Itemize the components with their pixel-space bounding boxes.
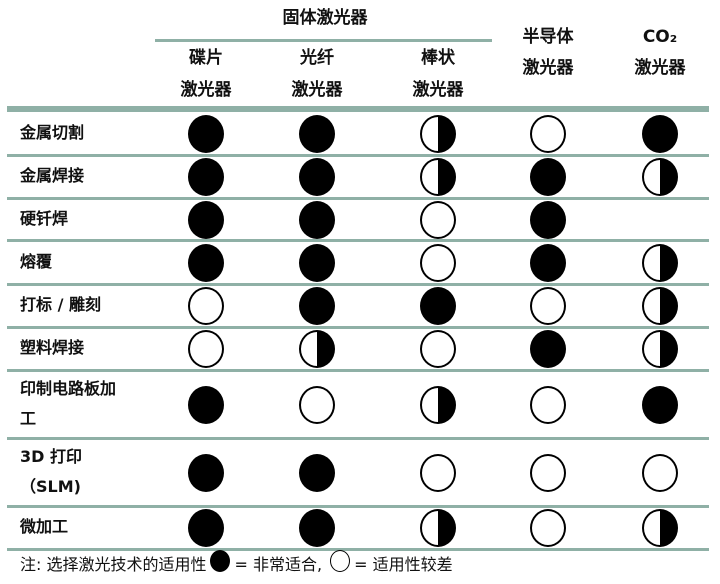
row-label: 打标 / 雕刻 bbox=[20, 295, 101, 314]
half-circle-icon bbox=[420, 385, 456, 424]
legend-empty-text: = 适用性较差 bbox=[354, 555, 453, 574]
filled-circle-icon bbox=[210, 550, 231, 572]
legend-prefix: 注: 选择激光技术的适用性 bbox=[20, 555, 207, 574]
full-circle-icon bbox=[530, 243, 566, 282]
legend-note: 注: 选择激光技术的适用性 = 非常适合, = 适用性较差 bbox=[20, 550, 453, 577]
column-header-3-line1: 棒状 bbox=[421, 48, 455, 68]
header-group-underline bbox=[155, 39, 492, 42]
full-circle-icon bbox=[188, 158, 224, 196]
full-circle-icon bbox=[299, 200, 335, 239]
half-circle-icon bbox=[420, 509, 456, 547]
row-divider bbox=[7, 548, 709, 551]
column-header-3-line2: 激光器 bbox=[412, 80, 464, 100]
header-group-solid-state: 固体激光器 bbox=[282, 8, 368, 28]
full-circle-icon bbox=[420, 287, 456, 325]
row-divider bbox=[7, 437, 709, 440]
column-header-1-line1: 碟片 bbox=[189, 48, 223, 68]
column-header-5-line2: 激光器 bbox=[634, 58, 686, 78]
full-circle-icon bbox=[188, 453, 224, 492]
row-divider bbox=[7, 283, 709, 286]
row-label: 微加工 bbox=[20, 517, 69, 536]
full-circle-icon bbox=[188, 200, 224, 239]
row-label: 印制电路板加 工 bbox=[20, 378, 117, 428]
half-circle-icon bbox=[299, 330, 335, 368]
full-circle-icon bbox=[299, 114, 335, 153]
empty-circle-icon bbox=[530, 287, 566, 325]
full-circle-icon bbox=[530, 330, 566, 368]
full-circle-icon bbox=[642, 114, 678, 153]
row-divider bbox=[7, 369, 709, 372]
full-circle-icon bbox=[299, 509, 335, 547]
empty-circle-icon bbox=[420, 200, 456, 239]
empty-circle-icon bbox=[420, 453, 456, 492]
row-divider bbox=[7, 154, 709, 157]
empty-circle-icon bbox=[642, 453, 678, 492]
full-circle-icon bbox=[530, 158, 566, 196]
column-header-4-line2: 激光器 bbox=[522, 58, 574, 78]
full-circle-icon bbox=[188, 385, 224, 424]
full-circle-icon bbox=[299, 287, 335, 325]
empty-circle-icon bbox=[420, 330, 456, 368]
row-label: 金属切割 bbox=[20, 122, 85, 142]
full-circle-icon bbox=[299, 158, 335, 196]
half-circle-icon bbox=[642, 287, 678, 325]
full-circle-icon bbox=[188, 114, 224, 153]
empty-circle-icon bbox=[530, 114, 566, 153]
empty-circle-icon bbox=[188, 287, 224, 325]
half-circle-icon bbox=[642, 509, 678, 547]
half-circle-icon bbox=[420, 158, 456, 196]
full-circle-icon bbox=[299, 453, 335, 492]
half-circle-icon bbox=[642, 243, 678, 282]
row-divider bbox=[7, 239, 709, 242]
row-label: 塑料焊接 bbox=[20, 338, 85, 357]
empty-circle-icon bbox=[188, 330, 224, 368]
row-label: 3D 打印 （SLM) bbox=[20, 446, 82, 496]
header-rule bbox=[7, 106, 709, 112]
row-divider bbox=[7, 197, 709, 200]
empty-circle-icon bbox=[530, 509, 566, 547]
row-label: 熔覆 bbox=[20, 251, 53, 271]
column-header-2-line2: 激光器 bbox=[291, 80, 343, 100]
row-label: 金属焊接 bbox=[20, 166, 85, 185]
legend-full-text: = 非常适合, bbox=[234, 555, 323, 574]
half-circle-icon bbox=[642, 158, 678, 196]
row-divider bbox=[7, 326, 709, 329]
empty-circle-icon bbox=[530, 453, 566, 492]
empty-circle-icon bbox=[420, 243, 456, 282]
full-circle-icon bbox=[299, 243, 335, 282]
column-header-1-line2: 激光器 bbox=[180, 80, 232, 100]
full-circle-icon bbox=[188, 509, 224, 547]
full-circle-icon bbox=[642, 385, 678, 424]
row-divider bbox=[7, 505, 709, 508]
column-header-4-line1: 半导体 bbox=[522, 27, 574, 47]
empty-circle-icon bbox=[299, 385, 335, 424]
full-circle-icon bbox=[188, 243, 224, 282]
column-header-5-line1: CO₂ bbox=[642, 27, 678, 47]
half-circle-icon bbox=[642, 330, 678, 368]
row-label: 硬钎焊 bbox=[20, 208, 69, 228]
half-circle-icon bbox=[420, 114, 456, 153]
empty-circle-icon bbox=[530, 385, 566, 424]
full-circle-icon bbox=[530, 200, 566, 239]
column-header-2-line1: 光纤 bbox=[300, 48, 334, 68]
empty-circle-icon bbox=[330, 550, 351, 572]
